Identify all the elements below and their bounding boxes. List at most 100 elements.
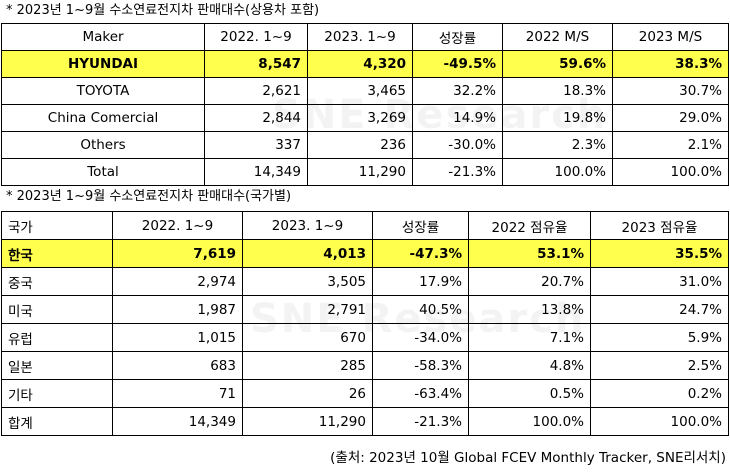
value-cell: 2.1%	[612, 131, 729, 159]
maker-sales-table: Maker 2022. 1~9 2023. 1~9 성장률 2022 M/S 2…	[1, 23, 729, 186]
table-row-europe: 유럽 1,015 670 -34.0% 7.1% 5.9%	[1, 323, 729, 352]
header-cell: 성장률	[412, 23, 503, 51]
value-cell: 0.5%	[468, 379, 591, 408]
value-cell: 2.3%	[502, 131, 613, 159]
maker-cell: TOYOTA	[1, 77, 205, 105]
table-row-other: 기타 71 26 -63.4% 0.5% 0.2%	[1, 379, 729, 408]
value-cell: 236	[307, 131, 413, 159]
value-cell: 19.8%	[502, 104, 613, 132]
value-cell: -34.0%	[372, 323, 469, 352]
value-cell: 2,791	[242, 295, 373, 324]
maker-cell: China Comercial	[1, 104, 205, 132]
country-cell: 기타	[1, 379, 113, 408]
header-cell: 2023 점유율	[590, 211, 729, 240]
value-cell: 4.8%	[468, 351, 591, 380]
value-cell: 100.0%	[612, 158, 729, 186]
header-cell: Maker	[1, 23, 205, 51]
value-cell: 32.2%	[412, 77, 503, 105]
table2-caption: * 2023년 1~9월 수소연료전지차 판매대수(국가별)	[6, 189, 292, 204]
value-cell: 337	[204, 131, 308, 159]
value-cell: 11,290	[242, 407, 373, 436]
value-cell: 2.5%	[590, 351, 729, 380]
table1-caption: * 2023년 1~9월 수소연료전지차 판매대수(상용차 포함)	[6, 3, 320, 18]
value-cell: 14,349	[112, 407, 243, 436]
value-cell: 17.9%	[372, 267, 469, 296]
value-cell: 0.2%	[590, 379, 729, 408]
header-cell: 2023 M/S	[612, 23, 729, 51]
maker-cell: Others	[1, 131, 205, 159]
header-cell: 성장률	[372, 211, 469, 240]
value-cell: 40.5%	[372, 295, 469, 324]
value-cell: 4,013	[242, 239, 373, 268]
value-cell: 24.7%	[590, 295, 729, 324]
country-cell: 한국	[1, 239, 113, 268]
value-cell: -47.3%	[372, 239, 469, 268]
header-cell: 2022 점유율	[468, 211, 591, 240]
value-cell: 2,974	[112, 267, 243, 296]
country-sales-table: 국가 2022. 1~9 2023. 1~9 성장률 2022 점유율 2023…	[1, 211, 729, 436]
table-row-toyota: TOYOTA 2,621 3,465 32.2% 18.3% 30.7%	[1, 77, 729, 105]
table-row-hyundai: HYUNDAI 8,547 4,320 -49.5% 59.6% 38.3%	[1, 50, 729, 78]
maker-cell: HYUNDAI	[1, 50, 205, 78]
value-cell: 1,987	[112, 295, 243, 324]
value-cell: 285	[242, 351, 373, 380]
value-cell: 7,619	[112, 239, 243, 268]
value-cell: 35.5%	[590, 239, 729, 268]
value-cell: 11,290	[307, 158, 413, 186]
value-cell: 4,320	[307, 50, 413, 78]
header-cell: 2022. 1~9	[112, 211, 243, 240]
value-cell: -49.5%	[412, 50, 503, 78]
table-row-china-comercial: China Comercial 2,844 3,269 14.9% 19.8% …	[1, 104, 729, 132]
value-cell: 2,844	[204, 104, 308, 132]
value-cell: 100.0%	[502, 158, 613, 186]
table-row-korea: 한국 7,619 4,013 -47.3% 53.1% 35.5%	[1, 239, 729, 268]
value-cell: 100.0%	[468, 407, 591, 436]
table-row-china: 중국 2,974 3,505 17.9% 20.7% 31.0%	[1, 267, 729, 296]
country-cell: 유럽	[1, 323, 113, 352]
value-cell: 14.9%	[412, 104, 503, 132]
value-cell: 3,505	[242, 267, 373, 296]
value-cell: 5.9%	[590, 323, 729, 352]
value-cell: 30.7%	[612, 77, 729, 105]
value-cell: 18.3%	[502, 77, 613, 105]
value-cell: -21.3%	[372, 407, 469, 436]
value-cell: 14,349	[204, 158, 308, 186]
table-header-row: Maker 2022. 1~9 2023. 1~9 성장률 2022 M/S 2…	[1, 23, 729, 51]
source-note: (출처: 2023년 10월 Global FCEV Monthly Track…	[330, 450, 726, 466]
value-cell: 3,269	[307, 104, 413, 132]
value-cell: -30.0%	[412, 131, 503, 159]
value-cell: 29.0%	[612, 104, 729, 132]
table-row-total: 합계 14,349 11,290 -21.3% 100.0% 100.0%	[1, 407, 729, 436]
value-cell: 59.6%	[502, 50, 613, 78]
value-cell: 71	[112, 379, 243, 408]
value-cell: 20.7%	[468, 267, 591, 296]
table-row-total: Total 14,349 11,290 -21.3% 100.0% 100.0%	[1, 158, 729, 186]
value-cell: 2,621	[204, 77, 308, 105]
value-cell: 100.0%	[590, 407, 729, 436]
header-cell: 2023. 1~9	[307, 23, 413, 51]
table-row-usa: 미국 1,987 2,791 40.5% 13.8% 24.7%	[1, 295, 729, 324]
value-cell: 683	[112, 351, 243, 380]
header-cell: 2023. 1~9	[242, 211, 373, 240]
table-header-row: 국가 2022. 1~9 2023. 1~9 성장률 2022 점유율 2023…	[1, 211, 729, 240]
value-cell: -58.3%	[372, 351, 469, 380]
country-cell: 미국	[1, 295, 113, 324]
value-cell: 26	[242, 379, 373, 408]
table-row-others: Others 337 236 -30.0% 2.3% 2.1%	[1, 131, 729, 159]
value-cell: 8,547	[204, 50, 308, 78]
table-row-japan: 일본 683 285 -58.3% 4.8% 2.5%	[1, 351, 729, 380]
value-cell: 13.8%	[468, 295, 591, 324]
country-cell: 일본	[1, 351, 113, 380]
value-cell: 3,465	[307, 77, 413, 105]
value-cell: 38.3%	[612, 50, 729, 78]
header-cell: 2022. 1~9	[204, 23, 308, 51]
value-cell: 53.1%	[468, 239, 591, 268]
value-cell: -63.4%	[372, 379, 469, 408]
value-cell: 670	[242, 323, 373, 352]
value-cell: 7.1%	[468, 323, 591, 352]
header-cell: 국가	[1, 211, 113, 240]
value-cell: 1,015	[112, 323, 243, 352]
country-cell: 합계	[1, 407, 113, 436]
country-cell: 중국	[1, 267, 113, 296]
value-cell: -21.3%	[412, 158, 503, 186]
